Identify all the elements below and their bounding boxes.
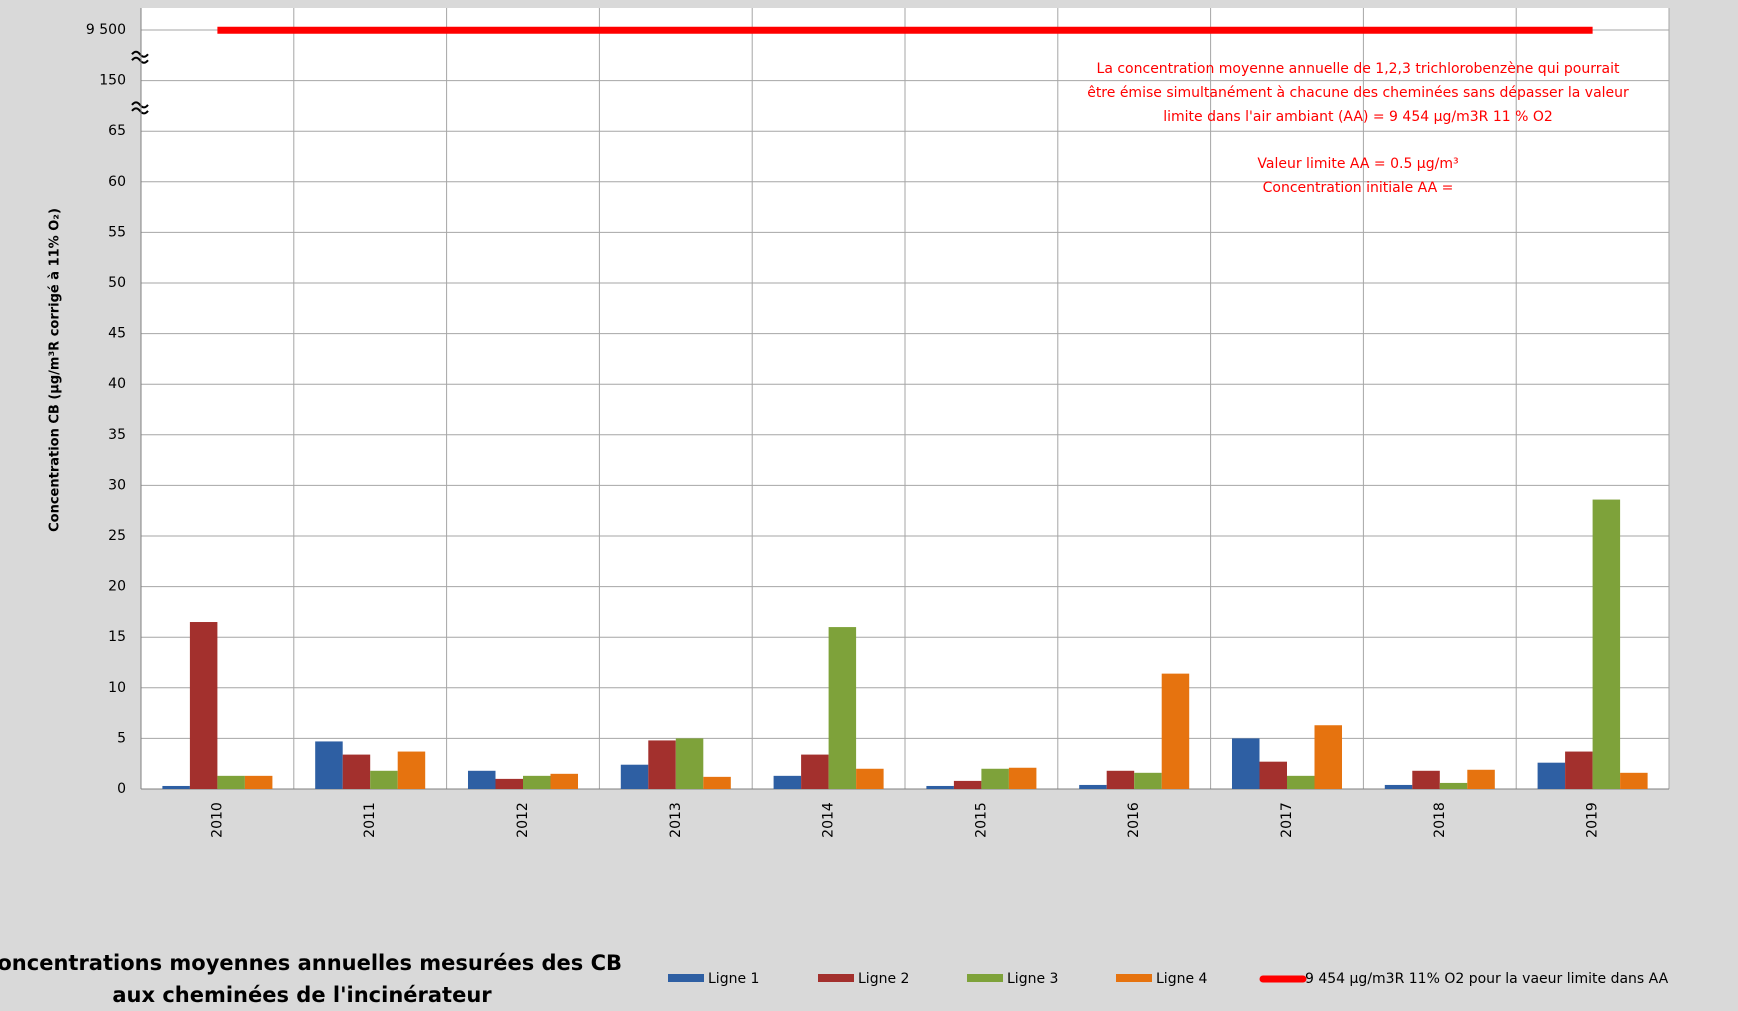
bar [1231, 738, 1260, 789]
bar [773, 775, 802, 789]
y-tick-label: 5 [117, 730, 126, 746]
bar [1008, 767, 1037, 789]
bar [953, 780, 982, 789]
annotation: Valeur limite AA = 0.5 µg/m³ [1257, 156, 1458, 172]
bar [1259, 761, 1287, 789]
bar [217, 775, 245, 789]
annotation: La concentration moyenne annuelle de 1,2… [1097, 61, 1620, 77]
bar [648, 740, 676, 789]
bar [1537, 762, 1566, 789]
axis-break [131, 107, 149, 115]
x-tick-label: 2012 [515, 802, 531, 838]
bar [550, 773, 579, 789]
bar [926, 785, 954, 789]
y-tick-label: 60 [108, 174, 126, 190]
legend-label: Ligne 3 [1007, 971, 1058, 987]
legend-label: Ligne 4 [1156, 971, 1208, 987]
bar [675, 738, 704, 789]
bar [1106, 770, 1135, 789]
legend-label: Ligne 1 [708, 971, 759, 987]
bar [1439, 782, 1468, 789]
chart-title: aux cheminées de l'incinérateur [112, 983, 492, 1007]
bar [244, 775, 273, 789]
legend-label: Ligne 2 [858, 971, 909, 987]
chart-title: Concentrations moyennes annuelles mesuré… [0, 951, 622, 975]
y-tick-label: 55 [108, 224, 126, 240]
bar [467, 770, 496, 789]
bar [801, 754, 829, 789]
x-tick-label: 2018 [1432, 802, 1448, 838]
bar [828, 627, 857, 789]
x-tick-label: 2010 [209, 802, 225, 838]
y-tick-label: 50 [108, 275, 126, 291]
bar [1161, 673, 1190, 789]
axis-break [131, 50, 149, 58]
legend-label: 9 454 µg/m3R 11% O2 pour la vaeur limite… [1305, 971, 1669, 987]
y-tick-label: 20 [108, 579, 126, 595]
bar [1592, 499, 1621, 789]
legend-swatch [818, 974, 854, 982]
axis-break [131, 56, 149, 64]
y-tick-label: 10 [108, 680, 126, 696]
annotation: Concentration initiale AA = [1263, 180, 1454, 196]
bar [1412, 770, 1440, 789]
x-tick-label: 2014 [821, 802, 837, 838]
bar [162, 785, 190, 789]
y-tick-label: 45 [108, 326, 126, 342]
bar [189, 622, 218, 789]
y-tick-label: 150 [99, 73, 126, 89]
annotation: être émise simultanément à chacune des c… [1087, 85, 1629, 101]
x-tick-label: 2019 [1585, 802, 1601, 838]
x-tick-label: 2015 [973, 802, 989, 838]
bar [523, 775, 551, 789]
y-tick-label: 30 [108, 477, 126, 493]
bar [856, 768, 884, 789]
legend-swatch [1116, 974, 1152, 982]
y-tick-label: 25 [108, 528, 126, 544]
bar [315, 741, 343, 789]
x-tick-label: 2013 [668, 802, 684, 838]
bar [1314, 725, 1343, 789]
y-tick-label: 35 [108, 427, 126, 443]
bar [342, 754, 371, 789]
bar [495, 778, 523, 789]
bar [1287, 775, 1315, 789]
annotation: limite dans l'air ambiant (AA) = 9 454 µ… [1163, 109, 1553, 125]
bar [370, 770, 398, 789]
y-tick-label: 40 [108, 376, 126, 392]
axis-break [131, 101, 149, 109]
y-tick-label: 0 [117, 781, 126, 797]
bar [703, 776, 731, 789]
bar [1565, 751, 1593, 789]
bar [1467, 769, 1495, 789]
y-axis-label: Concentration CB (µg/m³R corrigé à 11% O… [48, 208, 63, 532]
x-tick-label: 2017 [1279, 802, 1295, 838]
legend-swatch [967, 974, 1003, 982]
x-tick-label: 2016 [1126, 802, 1142, 838]
y-tick-label: 15 [108, 629, 126, 645]
bar [1384, 784, 1413, 789]
bar [397, 751, 426, 789]
x-tick-label: 2011 [362, 802, 378, 838]
bar [981, 768, 1009, 789]
y-tick-label: 9 500 [86, 22, 126, 38]
bar [1620, 772, 1648, 789]
bar [1079, 784, 1107, 789]
legend-swatch [668, 974, 704, 982]
bar [620, 764, 649, 789]
y-tick-label: 65 [108, 123, 126, 139]
bar [1134, 772, 1162, 789]
